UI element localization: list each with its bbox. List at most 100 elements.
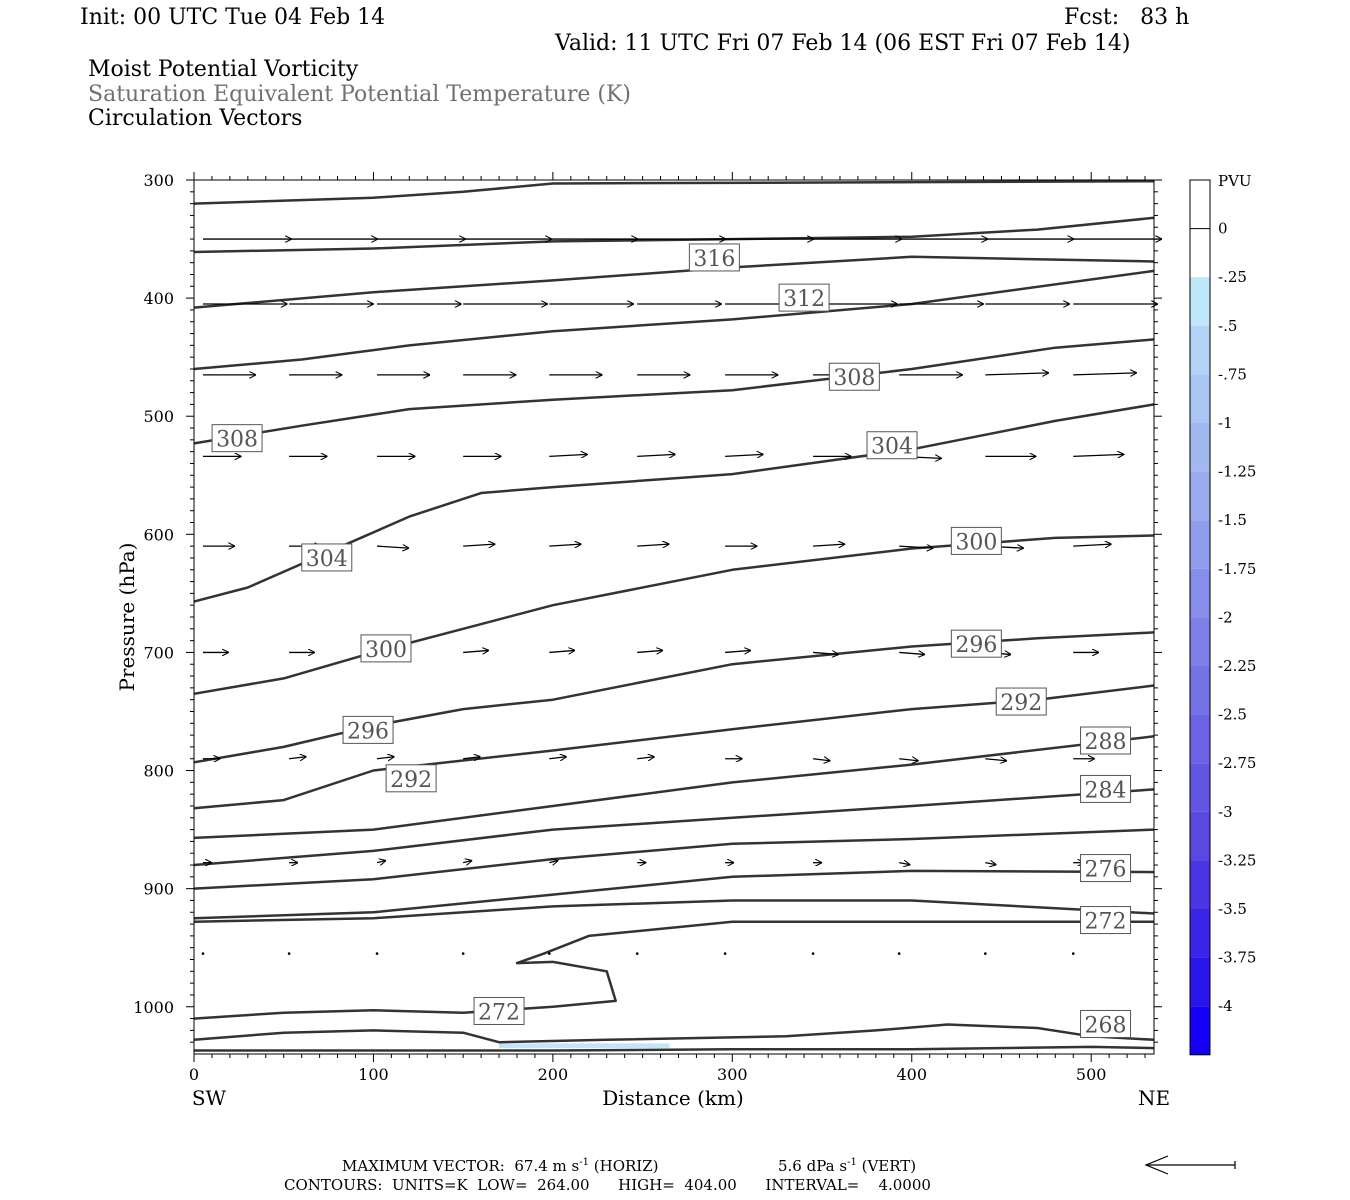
vector-4-5 — [637, 544, 669, 546]
contour-label-box-304-1 — [866, 431, 918, 460]
vector-5-8 — [899, 652, 924, 654]
vector-8-5 — [635, 952, 639, 955]
x-end-label-sw: SW — [192, 1086, 227, 1110]
colorbar-cell-7 — [1190, 520, 1210, 569]
vector-6-2 — [376, 757, 394, 759]
vector-4-10 — [1073, 544, 1111, 546]
vector-6-9 — [985, 759, 1006, 761]
colorbar-title: PVU — [1218, 172, 1252, 190]
init-time: Init: 00 UTC Tue 04 Feb 14 — [80, 5, 386, 30]
contour-label-box-300-0 — [360, 634, 412, 663]
contour-276-12 — [193, 869, 1155, 920]
vector-7-3 — [463, 861, 471, 863]
colorbar-label-2: -.5 — [1218, 317, 1237, 335]
vector-5-7 — [813, 652, 838, 654]
horiz-max: 67.4 m s — [514, 1157, 580, 1175]
ytick-label-900: 900 — [143, 880, 174, 899]
vector-7-2 — [376, 861, 385, 863]
field-name-theta-es: Saturation Equivalent Potential Temperat… — [88, 82, 631, 107]
field-name-vectors: Circulation Vectors — [88, 106, 303, 131]
contour-264-16 — [194, 1045, 1155, 1052]
colorbar: PVU 0 -.25 -.5 -.75 -1 -1.25 -1.5 -1.75 -2 -2.25 -2… — [1189, 172, 1256, 1056]
contour-300-6 — [193, 534, 1155, 696]
vector-6-7 — [812, 759, 830, 761]
vector-7-4 — [549, 861, 557, 863]
colorbar-cell-13 — [1190, 811, 1210, 861]
colorbar-cell-0 — [1190, 180, 1210, 229]
vector-7-8 — [899, 863, 910, 865]
colorbar-label-6: -1.5 — [1218, 511, 1247, 529]
contour-label-272-0: 272 — [478, 1000, 520, 1025]
colorbar-label-9: -2.25 — [1218, 657, 1256, 675]
vector-4-8 — [899, 546, 933, 548]
max-vector-label: MAXIMUM VECTOR: 67.4 m s-1 (HORIZ) — [342, 1157, 659, 1175]
contour-label-272-0: 272 — [1085, 910, 1127, 935]
contour-label-box-304-0 — [301, 543, 353, 572]
colorbar-cell-11 — [1190, 714, 1210, 764]
vector-8-7 — [811, 952, 815, 955]
colorbar-label-3: -.75 — [1218, 365, 1247, 383]
contour-label-box-300-1 — [950, 526, 1002, 555]
contour-304-5 — [193, 403, 1155, 603]
contour-label-box-276-0 — [1080, 854, 1132, 883]
colorbar-label-4: -1 — [1218, 414, 1233, 432]
vector-8-1 — [287, 952, 291, 955]
contour-320-0 — [193, 179, 1155, 205]
contour-label-284-0: 284 — [1085, 778, 1127, 803]
contour-308-4 — [193, 338, 1155, 445]
colorbar-cell-17 — [1190, 1006, 1210, 1055]
contour-280-11 — [193, 828, 1155, 890]
xtick-label-0: 0 — [189, 1065, 199, 1084]
forecast-hour: Fcst: 83 h — [1064, 5, 1190, 30]
colorbar-cell-3 — [1190, 325, 1210, 375]
colorbar-cell-16 — [1190, 957, 1210, 1007]
vector-8-3 — [461, 952, 465, 955]
ytick-label-1000: 1000 — [133, 998, 174, 1017]
valid-time: Valid: 11 UTC Fri 07 Feb 14 (06 EST Fri … — [555, 31, 1131, 56]
contour-info: CONTOURS: UNITS=K LOW= 264.00 HIGH= 404.… — [284, 1176, 931, 1194]
contour-label-box-308-0 — [211, 424, 263, 453]
x-axis-title: Distance (km) — [602, 1086, 744, 1110]
contour-label-308-0: 308 — [833, 366, 875, 391]
contour-label-box-284-0 — [1080, 774, 1132, 803]
vert-max: 5.6 dPa s-1 (VERT) — [778, 1157, 917, 1175]
contour-label-276-0: 276 — [1085, 858, 1127, 883]
ytick-label-500: 500 — [143, 407, 174, 426]
contour-284-10 — [193, 788, 1155, 867]
vector-3-5 — [637, 454, 675, 456]
colorbar-label-13: -3.25 — [1218, 851, 1256, 869]
contour-312-2 — [193, 255, 1155, 309]
colorbar-cell-14 — [1190, 860, 1210, 909]
colorbar-cell-5 — [1190, 423, 1210, 472]
xtick-label-100: 100 — [358, 1065, 389, 1084]
vector-8-0 — [201, 952, 205, 955]
xtick-label-200: 200 — [538, 1065, 569, 1084]
ytick-label-600: 600 — [143, 525, 174, 544]
contour-label-316-0: 316 — [693, 247, 735, 272]
contour-272-14 — [193, 920, 1154, 1020]
contour-268-15 — [193, 1023, 1155, 1044]
vector-4-2 — [376, 546, 409, 548]
vector-8-9 — [984, 952, 987, 955]
ytick-label-300: 300 — [143, 171, 174, 190]
contour-label-300-1: 300 — [955, 530, 997, 555]
contour-label-304-1: 304 — [871, 435, 913, 460]
vector-3-6 — [725, 454, 763, 456]
contour-label-312-0: 312 — [783, 287, 825, 312]
vector-6-1 — [289, 757, 306, 759]
vector-5-6 — [725, 650, 750, 652]
ytick-label-700: 700 — [143, 643, 174, 662]
vector-6-4 — [549, 757, 566, 759]
vector-4-7 — [813, 544, 845, 546]
contour-label-layer: 3163123083083043043003002962962922922882… — [211, 243, 1132, 1038]
colorbar-label-15: -3.75 — [1218, 949, 1256, 967]
vector-4-4 — [549, 544, 581, 546]
colorbar-label-7: -1.75 — [1218, 560, 1256, 578]
xtick-label-500: 500 — [1076, 1065, 1107, 1084]
vector-8-6 — [723, 952, 727, 955]
y-axis-title: Pressure (hPa) — [115, 543, 139, 692]
pv-shading-layer — [499, 1043, 670, 1049]
colorbar-label-16: -4 — [1218, 997, 1233, 1015]
colorbar-cell-12 — [1190, 763, 1210, 812]
x-end-label-ne: NE — [1138, 1086, 1170, 1110]
